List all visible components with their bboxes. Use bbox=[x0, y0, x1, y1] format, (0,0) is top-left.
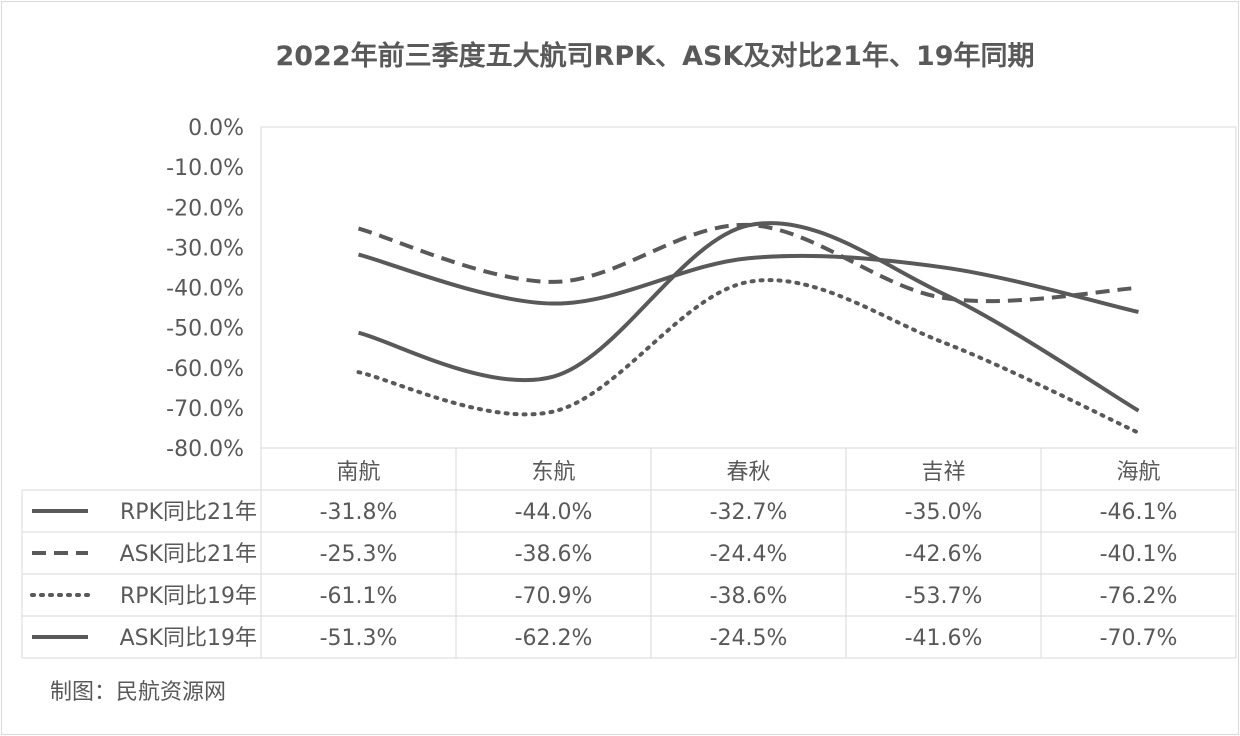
y-tick-label: -40.0% bbox=[166, 277, 244, 302]
series-line-3 bbox=[356, 278, 1141, 435]
chart-title: 2022年前三季度五大航司RPK、ASK及对比21年、19年同期 bbox=[275, 40, 1034, 72]
table-cell: -42.6% bbox=[905, 542, 983, 567]
table-cell: -24.5% bbox=[710, 626, 788, 651]
source-note: 制图：民航资源网 bbox=[50, 680, 226, 705]
series-name: ASK同比21年 bbox=[120, 542, 257, 567]
plot-area-border bbox=[260, 126, 1237, 449]
y-tick-label: -80.0% bbox=[166, 437, 244, 462]
y-tick-label: 0.0% bbox=[188, 116, 244, 141]
series-lines bbox=[356, 221, 1141, 435]
y-tick-label: -70.0% bbox=[166, 397, 244, 422]
y-axis-ticks: 0.0% -10.0% -20.0% -30.0% -40.0% -50.0% -60.0%… bbox=[166, 116, 244, 462]
series-line-1 bbox=[358, 252, 1139, 314]
grid-layer bbox=[260, 126, 1237, 449]
y-tick-label: -10.0% bbox=[166, 156, 244, 181]
table-cell: -35.0% bbox=[905, 500, 983, 525]
category-label: 吉祥 bbox=[921, 460, 965, 485]
table-cell: -51.3% bbox=[320, 626, 398, 651]
table-cell: -76.2% bbox=[1100, 584, 1178, 609]
y-tick-label: -20.0% bbox=[166, 196, 244, 221]
table-cell: -41.6% bbox=[905, 626, 983, 651]
table-cell: -40.1% bbox=[1100, 542, 1178, 567]
series-line-4 bbox=[358, 221, 1140, 413]
category-label: 南航 bbox=[336, 460, 380, 485]
category-label: 海航 bbox=[1116, 460, 1160, 485]
series-name: RPK同比21年 bbox=[120, 500, 257, 525]
y-tick-label: -50.0% bbox=[166, 317, 244, 342]
series-name: RPK同比19年 bbox=[120, 584, 257, 609]
category-label: 东航 bbox=[531, 460, 575, 485]
table-cell: -38.6% bbox=[515, 542, 593, 567]
y-tick-label: -30.0% bbox=[166, 236, 244, 261]
table-cell: -70.7% bbox=[1100, 626, 1178, 651]
series-name: ASK同比19年 bbox=[120, 626, 257, 651]
table-cell: -25.3% bbox=[320, 542, 398, 567]
table-cell: -38.6% bbox=[710, 584, 788, 609]
data-table: 南航 东航 春秋 吉祥 海航 RPK同比21年 -31.8% -44.0% -32.7% -35.… bbox=[21, 448, 1237, 659]
table-cell: -62.2% bbox=[515, 626, 593, 651]
table-cell: -46.1% bbox=[1100, 500, 1178, 525]
table-cell: -53.7% bbox=[905, 584, 983, 609]
table-cell: -32.7% bbox=[710, 500, 788, 525]
category-label: 春秋 bbox=[726, 460, 770, 485]
table-cell: -70.9% bbox=[515, 584, 593, 609]
table-cell: -31.8% bbox=[320, 500, 398, 525]
table-cell: -61.1% bbox=[320, 584, 398, 609]
table-cell: -44.0% bbox=[515, 500, 593, 525]
y-tick-label: -60.0% bbox=[166, 357, 244, 382]
table-cell: -24.4% bbox=[710, 542, 788, 567]
